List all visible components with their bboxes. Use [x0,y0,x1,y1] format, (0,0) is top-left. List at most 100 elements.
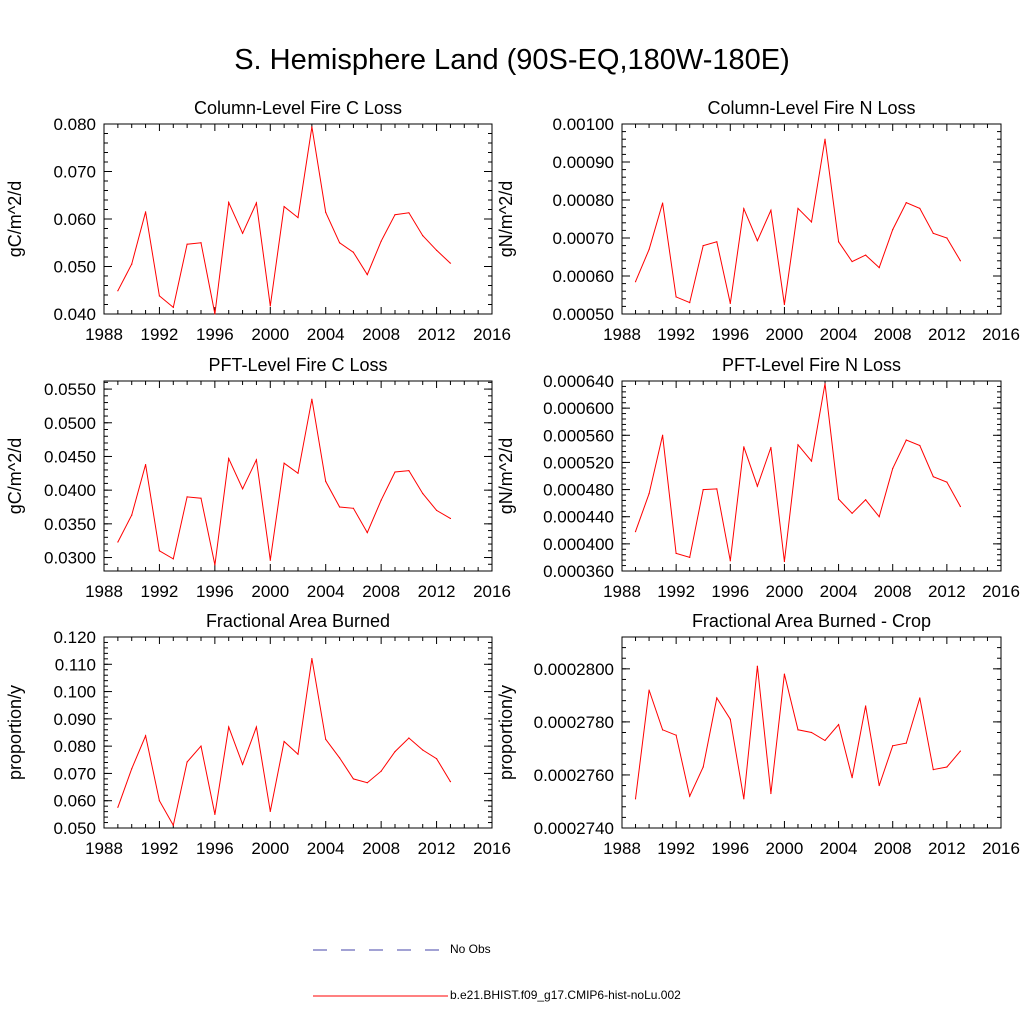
series-line [117,399,451,566]
x-tick-label: 2008 [362,582,400,601]
y-axis-label: gN/m^2/d [496,438,516,514]
data-point [422,749,424,751]
data-point [186,496,188,498]
y-tick-label: 0.050 [53,258,96,277]
data-point [352,778,355,780]
panel-title: PFT-Level Fire N Loss [722,355,901,375]
x-tick-label: 2012 [928,325,966,344]
data-point [743,798,745,800]
data-point [892,745,894,747]
data-point [662,729,664,731]
data-point [297,753,299,755]
panel-title: Fractional Area Burned [206,611,390,631]
data-point [797,207,799,209]
data-point [810,731,813,734]
data-point [756,665,758,667]
legend-label-model: b.e21.BHIST.f09_g17.CMIP6-hist-noLu.002 [450,988,681,1002]
panel-title: Column-Level Fire N Loss [707,98,915,118]
x-tick-label: 1992 [657,582,695,601]
x-tick-label: 2008 [874,839,912,858]
data-point [946,766,948,768]
data-point [905,439,907,441]
series-line [635,139,961,305]
y-tick-label: 0.00070 [553,229,614,248]
panel-5: 1988 1992 1996 2000 2004 2008 2012 2016 0.050 0.0… [5,611,511,858]
data-point [932,232,934,235]
data-point [172,824,174,826]
data-point [905,742,907,744]
y-tick-label: 0.0450 [44,447,96,466]
data-point [158,800,161,802]
data-point [716,241,718,243]
x-tick-label: 1996 [711,839,749,858]
data-point [946,481,948,483]
y-tick-label: 0.00090 [553,153,614,172]
x-tick-label: 2012 [928,582,966,601]
data-point [241,488,244,490]
panel-3: 1988 1992 1996 2000 2004 2008 2012 2016 0.0300 0.… [5,355,511,601]
data-point [851,776,853,779]
y-tick-label: 0.000600 [543,399,614,418]
data-point [144,211,147,213]
y-tick-label: 0.0300 [44,549,96,568]
data-point [662,434,664,436]
x-tick-label: 2000 [766,839,804,858]
data-point [172,306,174,308]
y-axis-label: proportion/y [5,685,25,780]
y-tick-label: 0.070 [53,163,96,182]
y-tick-label: 0.0002780 [534,713,614,732]
legend-label-no-obs: No Obs [450,942,491,956]
data-point [702,488,704,491]
data-point [878,267,880,269]
data-point [783,673,786,675]
data-point [702,766,704,768]
data-point [797,444,799,446]
y-axis-label: gC/m^2/d [5,438,25,514]
y-tick-label: 0.0002760 [534,766,614,785]
y-tick-label: 0.00060 [553,267,614,286]
data-point [435,509,438,511]
data-point [269,559,271,561]
panel-title: Fractional Area Burned - Crop [692,611,931,631]
y-tick-label: 0.00080 [553,191,614,210]
data-point [172,558,174,560]
data-point [422,492,424,495]
data-point [932,476,934,478]
data-point [117,806,119,808]
x-tick-label: 2012 [928,839,966,858]
data-point [675,734,677,736]
x-tick-label: 1992 [141,839,179,858]
x-tick-label: 2000 [251,582,289,601]
data-point [366,531,368,534]
data-point [117,541,119,543]
x-tick-label: 2008 [362,325,400,344]
y-tick-label: 0.0550 [44,380,96,399]
data-point [408,470,410,472]
data-point [422,235,424,237]
data-point [716,697,718,699]
x-tick-label: 2004 [307,839,345,858]
data-point [851,512,853,514]
panel-title: PFT-Level Fire C Loss [208,355,387,375]
x-tick-label: 2000 [251,325,289,344]
data-point [228,457,230,460]
y-axis-label: proportion/y [496,685,516,780]
data-point [283,206,285,208]
data-point [892,467,894,470]
plot-frame [103,380,493,572]
y-tick-label: 0.0002740 [534,819,614,838]
data-point [449,781,452,783]
data-point [878,784,880,787]
data-point [783,560,786,563]
x-tick-label: 2004 [820,839,858,858]
x-tick-label: 1992 [657,325,695,344]
y-tick-label: 0.110 [55,655,96,674]
data-point [919,697,921,699]
data-point [851,260,853,263]
data-point [824,138,826,140]
y-tick-label: 0.050 [53,819,96,838]
data-point [837,241,840,243]
data-point [297,216,299,219]
x-tick-label: 1988 [85,582,123,601]
data-point [634,798,637,800]
